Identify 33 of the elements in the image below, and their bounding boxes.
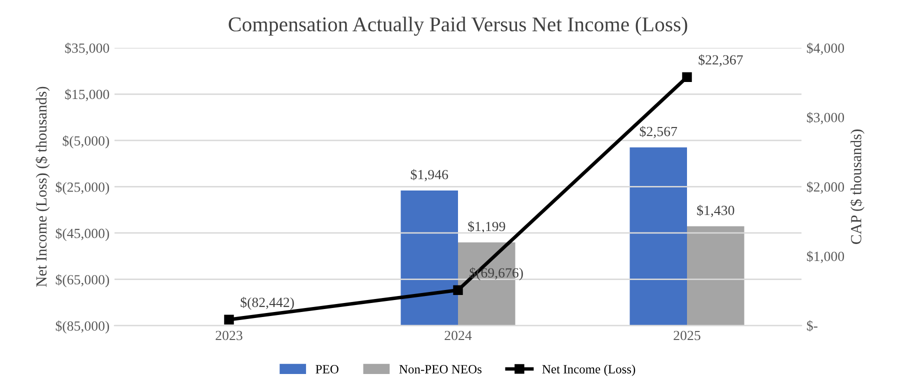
point	[453, 285, 463, 295]
x-tick-label: 2025	[674, 330, 700, 340]
data-label: $22,367	[698, 54, 743, 67]
legend-label: PEO	[316, 365, 338, 374]
legend-label: Non-PEO NEOs	[399, 365, 482, 374]
y-tick-label: $(65,000)	[56, 274, 110, 288]
y2-tick-label: $4,000	[806, 42, 844, 55]
y2-tick-label: $2,000	[806, 181, 844, 194]
data-label: $1,430	[697, 204, 734, 218]
point	[224, 314, 234, 324]
data-label: $(82,442)	[240, 296, 294, 310]
y-tick-label: $(5,000)	[62, 135, 110, 148]
data-label: $2,567	[640, 126, 678, 138]
y-tick-label: $35,000	[65, 42, 110, 55]
y-tick-label: $15,000	[65, 88, 110, 102]
x-tick-label: 2024	[444, 330, 472, 340]
chart-title: Compensation Actually Paid Versus Net Income (Loss)	[228, 16, 688, 36]
y2-axis-title: CAP ($ thousands)	[850, 130, 864, 244]
data-label: $1,946	[410, 169, 448, 182]
y-axis-title: Net Income (Loss) ($ thousands)	[35, 86, 50, 287]
y2-tick-label: $3,000	[806, 112, 844, 124]
y2-tick-label: $-	[806, 320, 818, 332]
legend-label: Net Income (Loss)	[542, 364, 636, 376]
bar	[687, 226, 744, 326]
x-tick-label: 2023	[216, 330, 242, 340]
bar	[400, 190, 458, 326]
y-tick-label: $(45,000)	[56, 228, 110, 241]
y-tick-label: $(25,000)	[56, 182, 110, 195]
bar	[630, 147, 687, 326]
point	[682, 72, 692, 82]
y2-tick-label: $1,000	[806, 250, 844, 264]
data-label: $1,199	[468, 220, 506, 234]
y-tick-label: $(85,000)	[56, 320, 110, 334]
